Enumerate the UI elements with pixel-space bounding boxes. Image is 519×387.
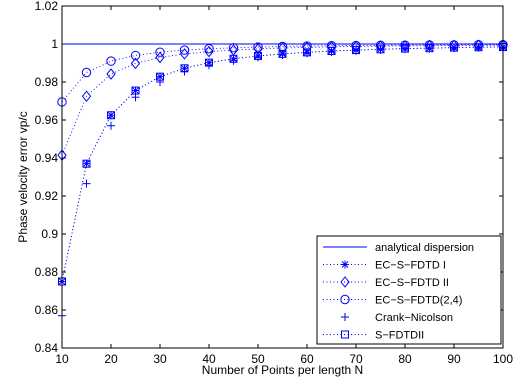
- legend-label: EC−S−FDTD I: [375, 260, 446, 272]
- x-tick-label: 10: [55, 352, 69, 366]
- x-tick-label: 90: [447, 352, 461, 366]
- legend-entry: EC−S−FDTD II: [323, 276, 449, 289]
- x-tick-label: 40: [202, 352, 216, 366]
- data-point: [278, 49, 287, 58]
- y-axis-label: Phase velocity error vp/c: [16, 111, 30, 242]
- data-point: [81, 90, 92, 103]
- legend-label: EC−S−FDTD(2,4): [375, 295, 462, 307]
- data-point: [327, 47, 336, 56]
- data-point: [81, 67, 92, 78]
- data-point: [205, 58, 213, 67]
- data-point: [228, 43, 239, 53]
- data-point: [450, 43, 458, 52]
- x-tick-label: 20: [104, 352, 118, 366]
- x-axis-ticks: 10 20 30 40 50 60 70 80 90 100: [55, 6, 513, 366]
- data-point: [303, 48, 311, 57]
- legend-marker: [341, 260, 349, 269]
- data-point: [204, 45, 214, 58]
- data-point: [179, 48, 190, 60]
- data-point: [156, 72, 164, 81]
- legend-marker: [341, 313, 349, 321]
- data-point: [254, 51, 262, 60]
- data-point: [229, 54, 238, 63]
- legend-label: S−FDTDII: [375, 330, 424, 342]
- data-point: [106, 56, 116, 66]
- y-tick-label: 0.92: [35, 189, 59, 203]
- data-point: [156, 78, 164, 86]
- data-point: [205, 61, 213, 70]
- x-tick-label: 80: [398, 352, 412, 366]
- data-point: [425, 44, 434, 53]
- y-tick-label: 0.96: [35, 113, 59, 127]
- legend-entry: EC−S−FDTD(2,4): [323, 295, 462, 307]
- data-point: [401, 44, 409, 53]
- legend-label: Crank−Nicolson: [375, 312, 453, 324]
- y-tick-label: 0.9: [41, 227, 58, 241]
- x-tick-label: 70: [349, 352, 363, 366]
- y-axis-ticks: 0.84 0.86 0.88 0.9 0.92 0.94 0.96 0.98 1 1.02: [35, 0, 503, 355]
- data-point: [474, 43, 483, 52]
- data-point: [82, 179, 91, 188]
- legend-entry: analytical dispersion: [323, 242, 474, 254]
- y-tick-label: 1.02: [35, 0, 59, 13]
- x-tick-label: 60: [300, 352, 314, 366]
- data-point: [130, 57, 141, 70]
- data-point: [179, 45, 190, 55]
- legend-entry: EC−S−FDTD I: [323, 260, 446, 272]
- x-tick-label: 50: [251, 352, 265, 366]
- data-point: [130, 50, 141, 61]
- plot-area-frame: [61, 5, 504, 349]
- x-tick-label: 100: [493, 352, 513, 366]
- y-tick-label: 0.84: [35, 341, 59, 355]
- data-point: [131, 86, 140, 95]
- data-point: [106, 68, 116, 80]
- data-point: [107, 111, 115, 120]
- x-axis-label: Number of Points per length N: [202, 363, 363, 377]
- legend-marker: [340, 276, 350, 288]
- data-point: [82, 159, 91, 168]
- y-tick-label: 0.88: [35, 265, 59, 279]
- legend-marker: [341, 330, 349, 339]
- data-point: [155, 47, 165, 57]
- data-point: [156, 72, 164, 81]
- legend-label: analytical dispersion: [375, 242, 474, 254]
- data-point: [204, 44, 214, 54]
- legend-marker: [340, 294, 350, 305]
- y-tick-label: 1: [51, 37, 58, 51]
- series-5: [58, 43, 507, 286]
- y-tick-label: 0.94: [35, 151, 59, 165]
- data-point: [107, 111, 115, 120]
- data-point: [352, 46, 360, 55]
- data-point: [229, 56, 238, 65]
- legend-entry: S−FDTDII: [323, 330, 424, 342]
- y-tick-label: 0.98: [35, 75, 59, 89]
- data-point: [180, 64, 189, 73]
- data-point: [376, 45, 385, 54]
- y-tick-label: 0.86: [35, 303, 59, 317]
- data-point: [253, 42, 263, 52]
- data-point: [82, 159, 91, 168]
- legend: analytical dispersion EC−S−FDTD I EC−S−FDT…: [316, 235, 502, 345]
- legend-entry: Crank−Nicolson: [341, 312, 453, 324]
- x-tick-label: 30: [153, 352, 167, 366]
- data-point: [107, 121, 115, 130]
- legend-box: [316, 235, 502, 345]
- legend-label: EC−S−FDTD II: [375, 277, 449, 289]
